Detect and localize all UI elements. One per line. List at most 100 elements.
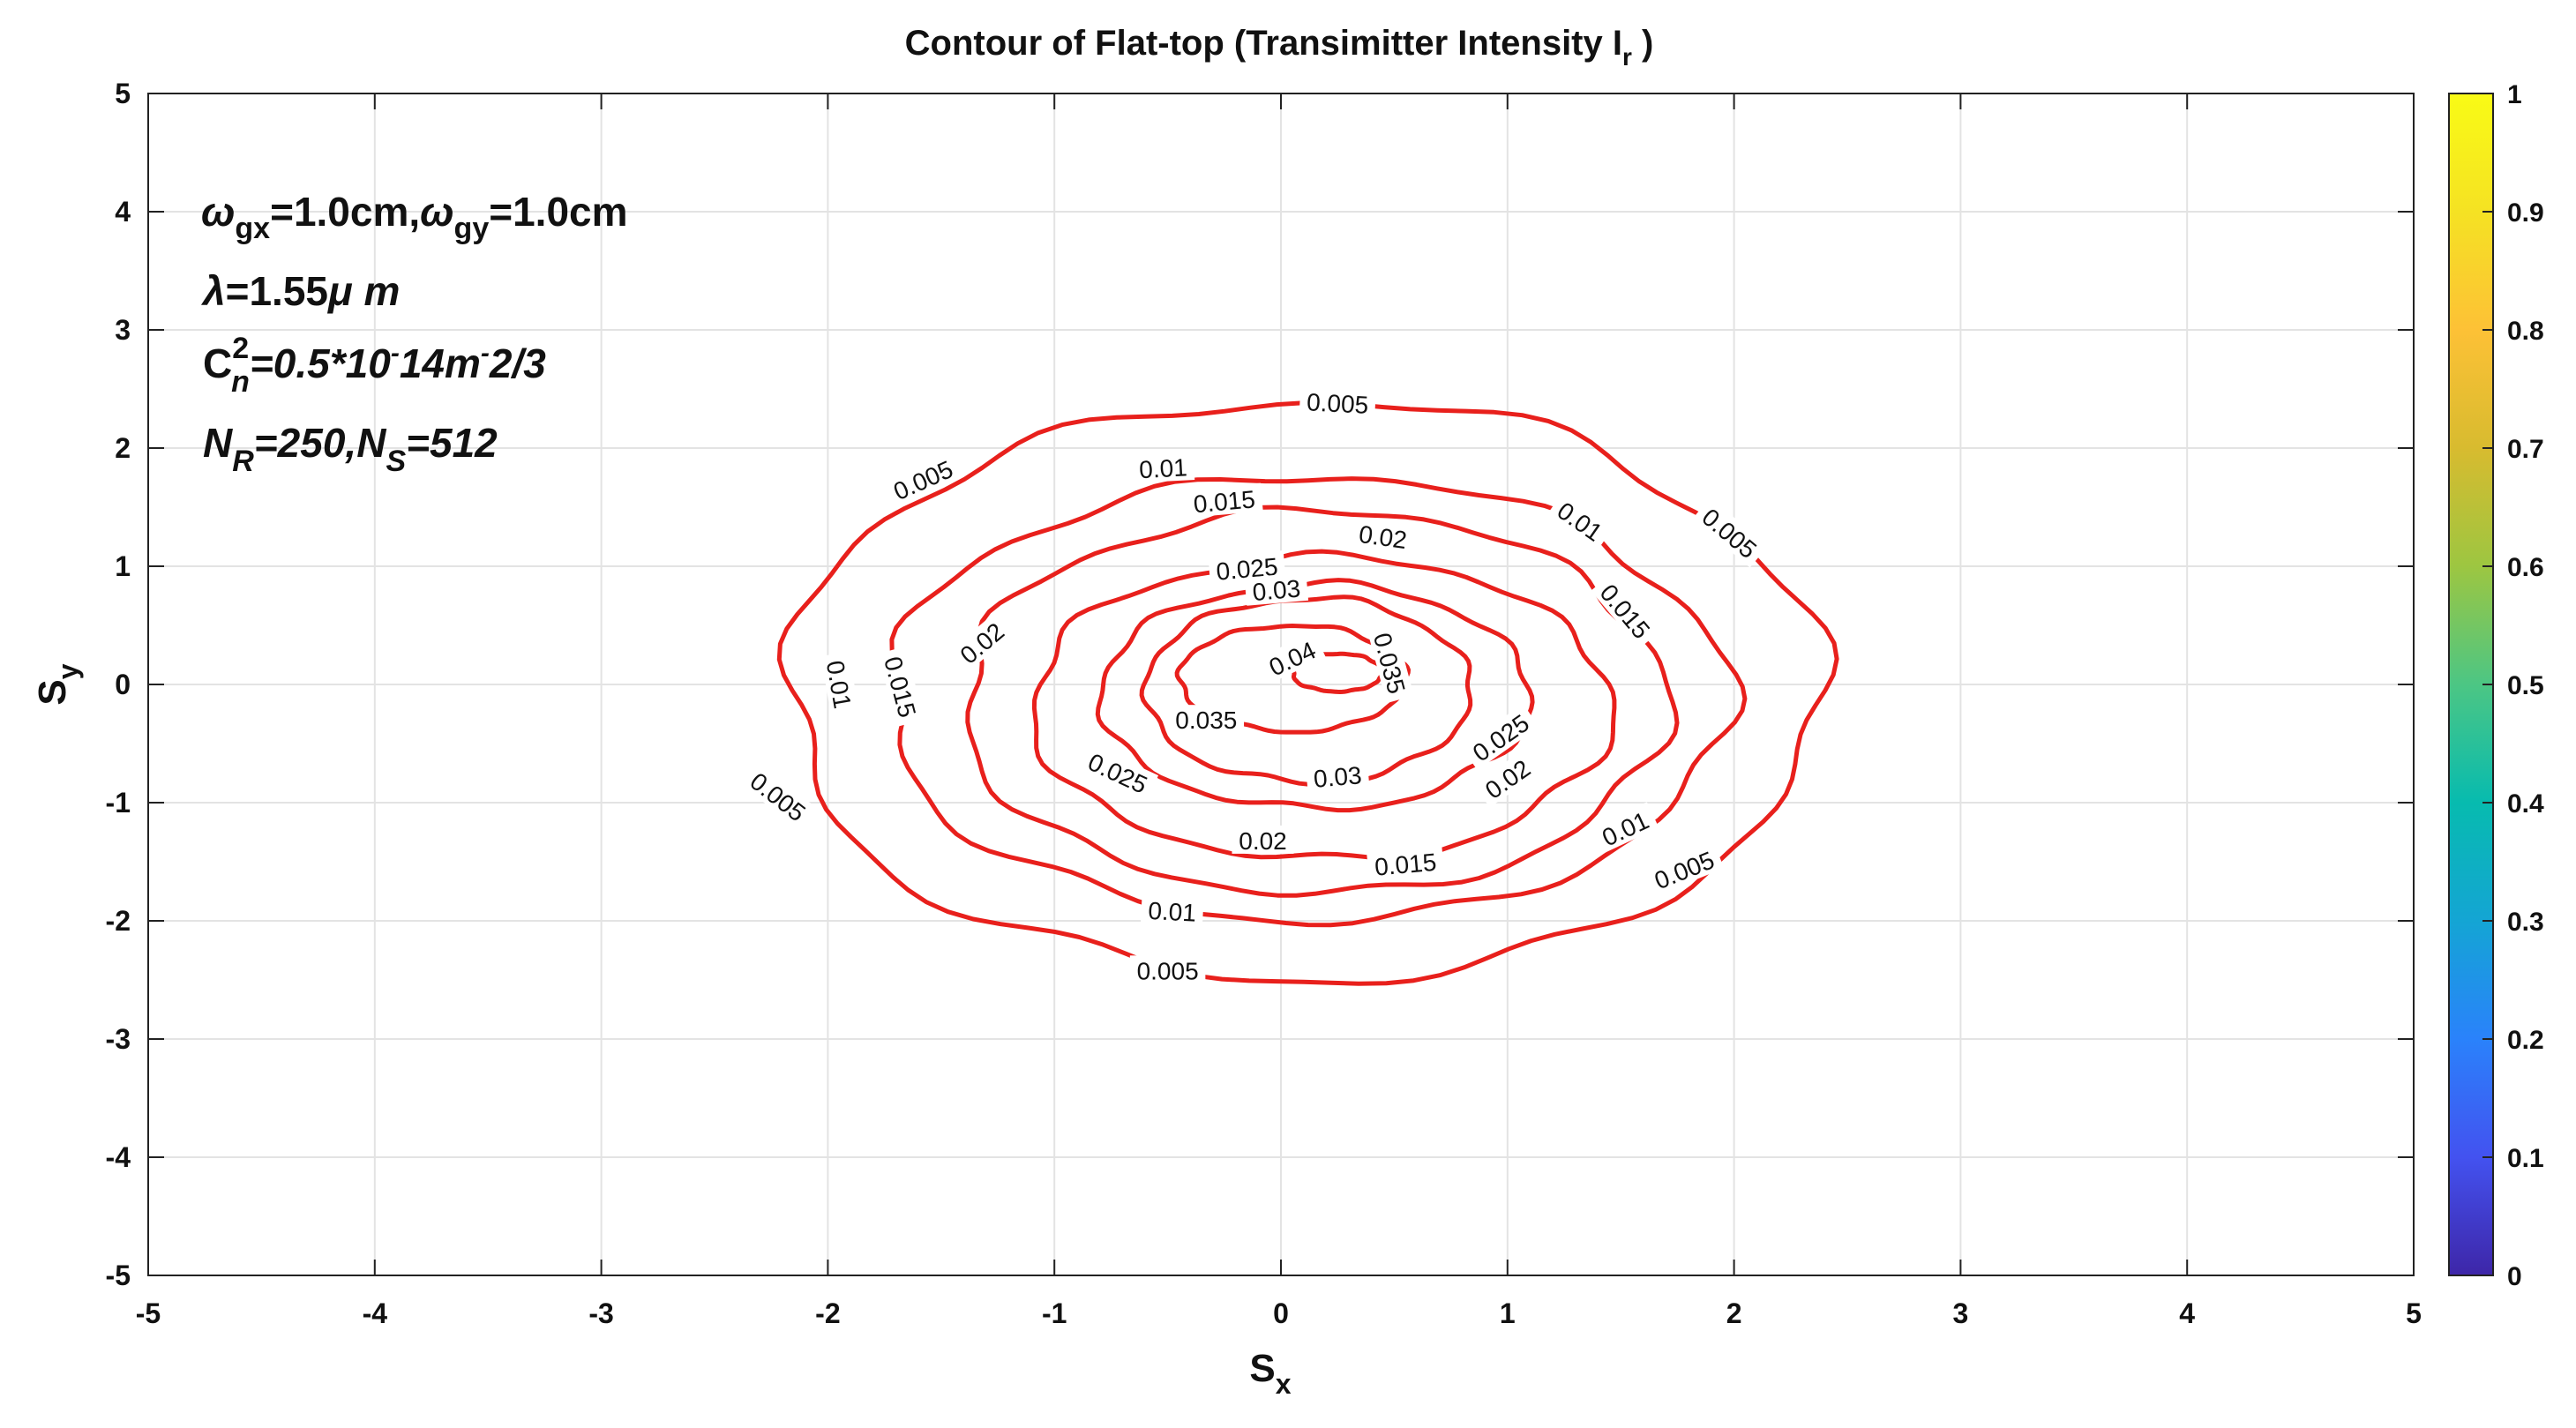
omega-subscript-gy: gy: [454, 212, 490, 245]
axis-ticks: [147, 93, 2415, 1276]
x-axis-label: Sx: [1249, 1347, 1291, 1400]
x-tick-label: 2: [1726, 1297, 1742, 1329]
parameter-annotation: ωgx=1.0cm,ωgy=1.0cm λ=1.55μ m C2 n=0.5*10…: [200, 189, 628, 478]
contour-label-bg: [820, 651, 860, 718]
contour-line-0.015: [965, 505, 1680, 898]
contour-label-text: 0.02: [1357, 520, 1408, 554]
y-tick-labels: -5 -4 -3 -2 -1 0 1 2 3 4 5: [106, 78, 131, 1291]
contour-label-bg: [1244, 572, 1309, 606]
contour-label: 0.03: [1244, 572, 1309, 606]
contour-label-bg: [1473, 749, 1541, 808]
contour-label-text: 0.015: [1374, 849, 1438, 881]
y-tick-label: -2: [106, 905, 131, 937]
x-tick-label: -5: [136, 1297, 161, 1329]
colorbar-tick-label: 0.8: [2507, 317, 2544, 346]
chart-title-close: ): [1632, 24, 1653, 63]
contour-label-bg: [1305, 759, 1370, 793]
structure-constant-exponent: 14m: [400, 340, 481, 386]
contour-label-bg: [1168, 705, 1245, 734]
contour-label-text: 0.01: [1139, 453, 1188, 483]
contour-label-bg: [878, 647, 925, 727]
exponent-marker-2: -: [481, 339, 490, 368]
structure-constant-value: =0.5*10: [250, 340, 391, 386]
x-tick-label: -4: [363, 1297, 388, 1329]
y-tick-label: -5: [106, 1260, 131, 1291]
wavelength-value: =1.55: [226, 268, 328, 314]
contour-label-text: 0.015: [1193, 485, 1257, 518]
contour-lines: [776, 400, 1839, 986]
contour-label: 0.01: [1140, 894, 1204, 927]
c-symbol: C: [203, 340, 232, 386]
x-tick-labels: -5 -4 -3 -2 -1 0 1 2 3 4 5: [136, 1297, 2422, 1329]
contour-label-bg: [1546, 491, 1614, 550]
x-tick-label: -3: [588, 1297, 613, 1329]
n-subscript-r: R: [232, 445, 254, 478]
n-subscript-s: S: [386, 445, 406, 478]
colorbar-tick-label: 0.1: [2507, 1144, 2544, 1173]
beam-width-x-value: =1.0cm,: [270, 189, 420, 235]
contour-label-bg: [1185, 482, 1263, 518]
y-axis-label-main: S: [31, 679, 74, 705]
colorbar-tick-label: 0.5: [2507, 671, 2544, 700]
colorbar-tick-label: 0.3: [2507, 908, 2544, 937]
contour-label-bg: [882, 451, 963, 508]
y-axis-label-subscript: y: [52, 663, 84, 679]
y-tick-label: 1: [115, 550, 131, 582]
contour-label: 0.035: [1168, 705, 1245, 734]
colorbar-tick-label: 0.7: [2507, 435, 2544, 464]
y-tick-label: 3: [115, 314, 131, 346]
contour-line-0.005: [776, 400, 1839, 986]
annotation-structure-constant: C2 n=0.5*10-14m-2/3: [203, 332, 546, 399]
contour-label: 0.02: [1350, 517, 1416, 555]
colorbar-tick-label: 0.6: [2507, 553, 2544, 582]
contour-label: 0.02: [1232, 825, 1294, 855]
contour-label-text: 0.03: [1251, 574, 1301, 606]
chart-title-subscript: r: [1622, 43, 1632, 71]
contour-label-bg: [948, 611, 1015, 674]
contour-label-bg: [1257, 632, 1326, 684]
omega-symbol: ω: [201, 189, 235, 235]
x-tick-label: -2: [815, 1297, 840, 1329]
contour-line-0.035: [1174, 624, 1411, 735]
structure-constant-unit: 2/3: [489, 340, 546, 386]
ns-value: =512: [406, 420, 498, 466]
y-axis-label: Sy: [31, 663, 84, 705]
n-symbol-r: N: [203, 420, 233, 466]
contour-label: 0.03: [1305, 759, 1370, 793]
nr-value: =250,: [254, 420, 356, 466]
contour-line-0.02: [1031, 549, 1617, 861]
y-tick-label: 5: [115, 78, 131, 109]
contour-label-bg: [1367, 623, 1414, 704]
c-subscript: n: [231, 365, 250, 399]
c-superscript: 2: [232, 332, 249, 365]
exponent-marker-1: -: [391, 339, 400, 368]
x-tick-label: 1: [1500, 1297, 1516, 1329]
contour-label-bg: [1350, 517, 1416, 555]
wavelength-unit: m: [353, 268, 401, 314]
contour-label-bg: [1461, 703, 1539, 771]
contour-label-bg: [1367, 846, 1445, 881]
contour-label-bg: [1078, 744, 1159, 802]
annotation-beam-width: ωgx=1.0cm,ωgy=1.0cm: [201, 189, 628, 245]
x-tick-label: 4: [2179, 1297, 2195, 1329]
x-tick-label: 5: [2406, 1297, 2422, 1329]
y-tick-label: 2: [115, 432, 131, 464]
y-tick-label: -1: [106, 787, 131, 819]
contour-label-bg: [1591, 802, 1659, 854]
colorbar-tick-label: 0.9: [2507, 198, 2544, 228]
contour-line-0.04: [1290, 651, 1388, 694]
contour-label-text: 0.005: [1306, 388, 1369, 419]
contour-label-bg: [1591, 572, 1661, 649]
contour-label: 0.005: [1299, 385, 1376, 419]
y-tick-label: -4: [106, 1141, 131, 1173]
chart-title: Contour of Flat-top (Transimitter Intens…: [905, 24, 1654, 71]
lambda-symbol: λ: [200, 268, 226, 314]
omega-subscript-gx: gx: [235, 212, 270, 245]
x-tick-label: 0: [1273, 1297, 1289, 1329]
contour-label: 0.015: [1185, 482, 1263, 518]
contour-label-text: 0.02: [1239, 827, 1287, 855]
colorbar-ticks: 0 0.1 0.2 0.3 0.4 0.5 0.6 0.7 0.8 0.9 1: [2482, 80, 2544, 1291]
colorbar-tick-label: 0: [2507, 1262, 2522, 1291]
x-axis-label-subscript: x: [1276, 1368, 1292, 1400]
contour-label-bg: [1131, 451, 1195, 483]
